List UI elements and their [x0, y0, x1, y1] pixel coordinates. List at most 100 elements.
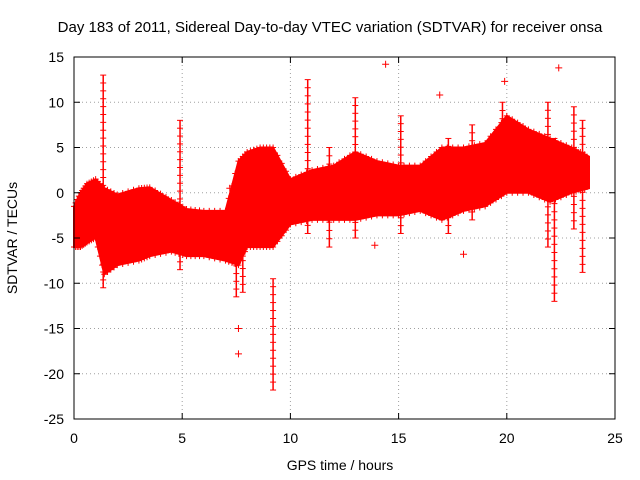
data-point-upper: [487, 133, 494, 140]
data-point-upper: [476, 141, 483, 148]
data-point-upper: [211, 207, 218, 214]
data-point-lower: [107, 266, 114, 273]
data-point-lower: [514, 189, 521, 196]
data-point-lower: [449, 212, 456, 219]
data-point-lower: [114, 262, 121, 269]
data-point-lower: [298, 219, 305, 226]
chart-title: Day 183 of 2011, Sidereal Day-to-day VTE…: [58, 19, 603, 36]
data-point-lower: [373, 212, 380, 219]
data-point-upper: [514, 119, 521, 126]
data-point-outlier: [382, 60, 390, 68]
data-point-lower: [460, 207, 467, 214]
data-point-upper: [222, 207, 229, 214]
data-point-upper: [146, 184, 153, 191]
data-point-lower: [417, 207, 424, 214]
data-point-lower: [525, 189, 532, 196]
data-point-upper: [363, 153, 370, 160]
data-point-upper: [498, 119, 505, 126]
data-point-lower: [438, 216, 445, 223]
y-tick-label: 0: [56, 185, 64, 201]
data-point-outlier: [501, 77, 509, 85]
data-point-lower: [211, 255, 218, 262]
data-point-upper: [75, 193, 82, 200]
y-tick-label: 10: [48, 94, 64, 110]
data-point-lower: [406, 210, 413, 217]
data-point-lower: [172, 249, 179, 256]
data-point-upper: [509, 116, 516, 123]
data-point-lower: [217, 256, 224, 263]
data-point-lower: [200, 253, 207, 260]
data-point-upper: [390, 161, 397, 168]
data-point-lower: [557, 194, 564, 201]
data-point-lower: [482, 203, 489, 210]
data-point-lower: [99, 262, 106, 269]
y-axis-label: SDTVAR / TECUs: [4, 182, 20, 294]
data-point-upper: [530, 128, 537, 135]
data-point-upper: [107, 188, 114, 195]
data-point-lower: [363, 214, 370, 221]
data-point-lower: [487, 199, 494, 206]
data-point-upper: [74, 196, 81, 203]
data-point-lower: [476, 204, 483, 211]
data-point-upper: [428, 153, 435, 160]
data-point-upper: [465, 143, 472, 150]
data-point-upper: [357, 151, 364, 158]
x-tick-label: 0: [70, 430, 78, 446]
data-point-upper: [482, 139, 489, 146]
data-point-lower: [274, 238, 281, 245]
data-point-lower: [94, 244, 101, 251]
data-point-lower: [225, 258, 232, 265]
data-point-lower: [287, 221, 294, 228]
data-point-upper: [411, 162, 418, 169]
data-point-lower: [384, 212, 391, 219]
data-point-lower: [541, 196, 548, 203]
data-point-lower: [144, 254, 151, 261]
data-point-upper: [152, 187, 159, 194]
data-point-upper: [433, 149, 440, 156]
plot-area: [71, 60, 590, 391]
data-point-upper: [225, 195, 232, 202]
data-point-upper: [325, 163, 332, 170]
data-point-upper: [200, 207, 207, 214]
data-point-lower: [135, 257, 142, 264]
data-point-lower: [270, 244, 277, 251]
data-point-lower: [152, 251, 159, 258]
data-point-lower: [401, 211, 408, 218]
data-point-lower: [552, 196, 559, 203]
data-point-lower: [309, 216, 316, 223]
x-tick-label: 10: [283, 430, 299, 446]
data-point-upper: [536, 130, 543, 137]
data-point-upper: [336, 159, 343, 166]
data-point-upper: [460, 144, 467, 151]
data-point-upper: [111, 189, 118, 196]
data-point-upper: [417, 162, 424, 169]
x-tick-label: 25: [607, 430, 623, 446]
data-point-outlier: [436, 91, 444, 99]
data-point-upper: [492, 126, 499, 133]
data-point-lower: [368, 213, 375, 220]
data-point-upper: [250, 146, 257, 153]
data-point-outlier: [371, 241, 379, 249]
data-point-upper: [292, 173, 299, 180]
data-point-upper: [379, 159, 386, 166]
x-tick-label: 5: [178, 430, 186, 446]
data-point-upper: [253, 145, 260, 152]
data-point-upper: [303, 169, 310, 176]
data-point-upper: [274, 152, 281, 159]
data-point-lower: [292, 220, 299, 227]
data-point-upper: [368, 155, 375, 162]
y-tick-label: 5: [56, 140, 64, 156]
data-point-lower: [465, 206, 472, 213]
data-point-lower: [314, 216, 321, 223]
data-point-lower: [138, 256, 145, 263]
data-point-upper: [101, 185, 108, 192]
data-point-upper: [525, 126, 532, 133]
data-point-upper: [168, 196, 175, 203]
y-tick-label: -15: [44, 321, 64, 337]
data-point-upper: [422, 158, 429, 165]
data-point-upper: [157, 190, 164, 197]
data-point-upper: [287, 176, 294, 183]
data-point-upper: [373, 158, 380, 165]
data-point-outlier: [226, 184, 234, 192]
